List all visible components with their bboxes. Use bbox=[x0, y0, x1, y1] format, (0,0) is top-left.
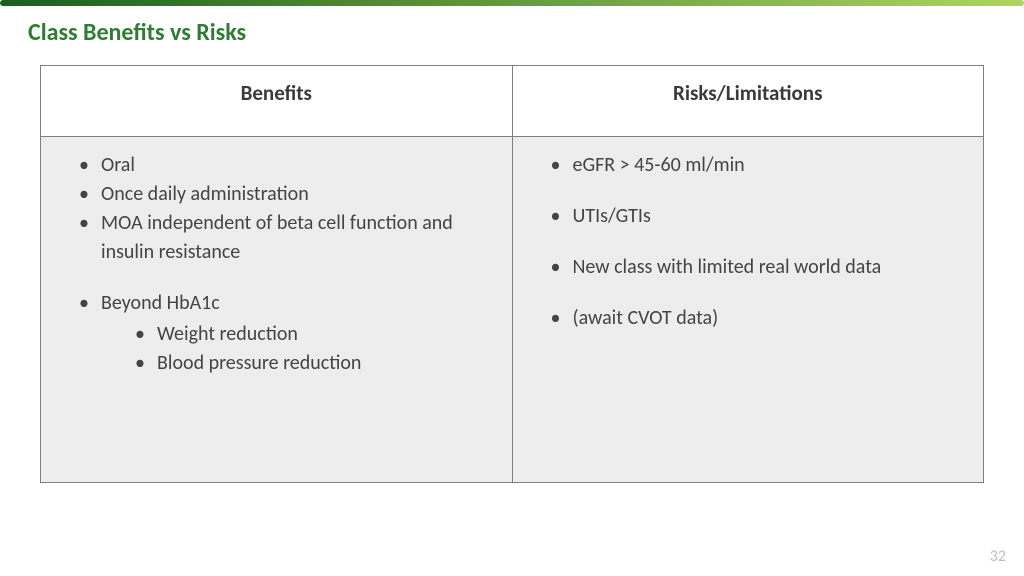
table-header-row: Benefits Risks/Limitations bbox=[41, 66, 984, 137]
list-item: New class with limited real world data bbox=[551, 253, 974, 282]
list-item: UTIs/GTIs bbox=[551, 202, 974, 231]
slide-content: Benefits Risks/Limitations Oral Once dai… bbox=[0, 47, 1024, 483]
slide-title: Class Benefits vs Risks bbox=[0, 6, 1024, 47]
list-item: (await CVOT data) bbox=[551, 304, 974, 333]
cell-risks: eGFR > 45-60 ml/min UTIs/GTIs New class … bbox=[512, 137, 984, 483]
list-item: MOA independent of beta cell function an… bbox=[79, 209, 502, 267]
list-item: eGFR > 45-60 ml/min bbox=[551, 151, 974, 180]
cell-benefits: Oral Once daily administration MOA indep… bbox=[41, 137, 513, 483]
list-item: Once daily administration bbox=[79, 180, 502, 209]
benefits-group: Beyond HbA1c Weight reduction Blood pres… bbox=[51, 289, 502, 378]
col-header-risks: Risks/Limitations bbox=[512, 66, 984, 137]
col-header-benefits: Benefits bbox=[41, 66, 513, 137]
list-item: Weight reduction bbox=[135, 320, 502, 349]
benefits-sublist: Weight reduction Blood pressure reductio… bbox=[101, 320, 502, 378]
risks-list: eGFR > 45-60 ml/min bbox=[523, 151, 974, 180]
list-item-group: Beyond HbA1c Weight reduction Blood pres… bbox=[79, 289, 502, 378]
group-heading: Beyond HbA1c bbox=[101, 291, 220, 315]
list-item: Blood pressure reduction bbox=[135, 349, 502, 378]
page-number: 32 bbox=[990, 547, 1006, 566]
benefits-list: Oral Once daily administration MOA indep… bbox=[51, 151, 502, 267]
list-item: Oral bbox=[79, 151, 502, 180]
benefits-risks-table: Benefits Risks/Limitations Oral Once dai… bbox=[40, 65, 984, 483]
table-body-row: Oral Once daily administration MOA indep… bbox=[41, 137, 984, 483]
